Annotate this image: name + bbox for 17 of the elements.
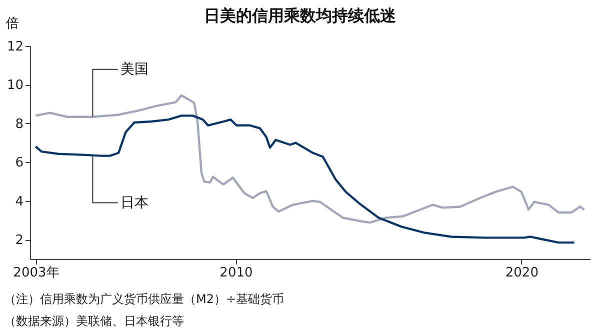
text: （数据来源）美联储、日本银行等 bbox=[4, 313, 185, 330]
y-tick-label: 10 bbox=[6, 78, 24, 94]
text: 日本 bbox=[120, 194, 149, 211]
line-series bbox=[34, 94, 586, 224]
y-tick-label: 2 bbox=[15, 233, 24, 248]
x-tick-label: 2010 bbox=[220, 266, 253, 280]
x-tick-label: 2020 bbox=[505, 266, 538, 280]
line-series bbox=[34, 114, 576, 244]
y-tick-label: 12 bbox=[6, 40, 24, 54]
chart-title: 日美的信用乘数均持续低迷 bbox=[204, 6, 396, 25]
y-axis-title: 倍 bbox=[6, 16, 19, 32]
y-tick-label: 8 bbox=[15, 116, 24, 132]
text: （注）信用乘数为广义货币供应量（M2）÷基础货币 bbox=[4, 291, 284, 308]
text: 美国 bbox=[120, 61, 149, 78]
x-tick-label: 2003年 bbox=[13, 266, 60, 280]
y-tick-label: 6 bbox=[15, 156, 24, 171]
y-tick-label: 4 bbox=[15, 194, 24, 210]
